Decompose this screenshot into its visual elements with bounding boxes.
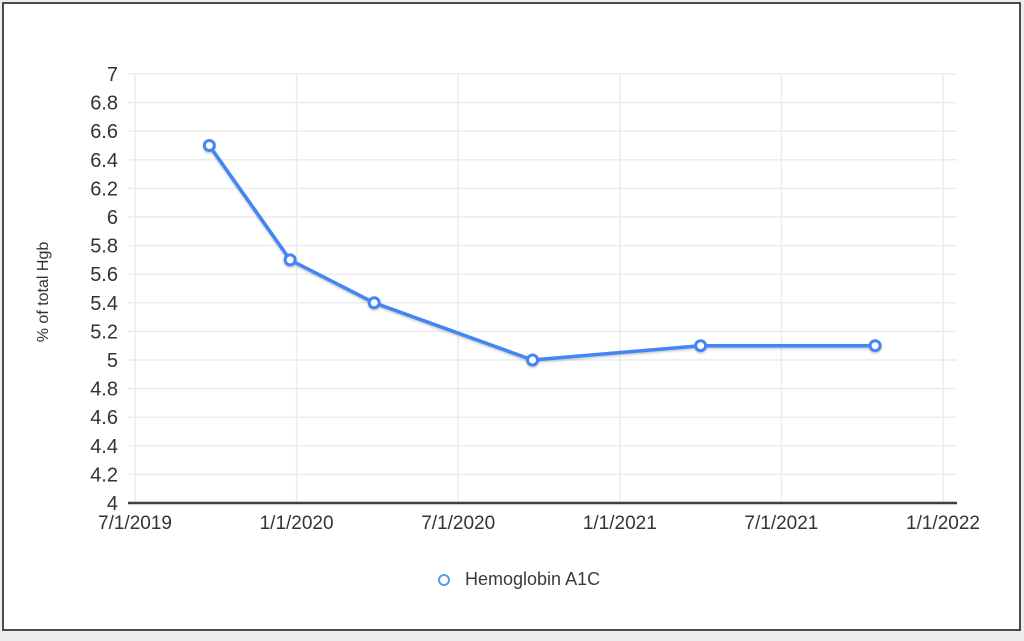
y-tick-label: 4 bbox=[107, 493, 118, 515]
data-point-marker[interactable] bbox=[283, 253, 297, 267]
y-tick-label: 6 bbox=[107, 207, 118, 229]
data-point-marker[interactable] bbox=[694, 339, 708, 353]
x-tick-label: 1/1/2022 bbox=[906, 513, 980, 534]
y-tick-label: 6.4 bbox=[90, 150, 118, 172]
x-tick-label: 1/1/2020 bbox=[260, 513, 334, 534]
y-tick-label: 5.2 bbox=[90, 321, 118, 343]
series-line bbox=[207, 144, 876, 362]
x-tick-label: 7/1/2020 bbox=[421, 513, 495, 534]
y-tick-label: 7 bbox=[107, 64, 118, 86]
data-point-marker[interactable] bbox=[868, 339, 882, 353]
y-tick-label: 5.4 bbox=[90, 293, 118, 315]
legend-marker-icon bbox=[438, 573, 450, 586]
y-tick-label: 4.8 bbox=[90, 379, 118, 401]
y-tick-label: 5.8 bbox=[90, 236, 118, 258]
x-tick-label: 1/1/2021 bbox=[583, 513, 657, 534]
data-point-marker[interactable] bbox=[202, 139, 216, 152]
y-tick-label: 5 bbox=[107, 350, 118, 372]
y-tick-label: 5.6 bbox=[90, 264, 118, 286]
y-tick-label: 4.2 bbox=[90, 464, 118, 486]
y-tick-label: 4.6 bbox=[90, 407, 118, 429]
y-tick-label: 6.6 bbox=[90, 121, 118, 143]
data-point-marker[interactable] bbox=[367, 296, 381, 310]
x-tick-label: 7/1/2021 bbox=[744, 513, 818, 534]
y-tick-label: 6.2 bbox=[90, 178, 118, 200]
series-group bbox=[202, 139, 882, 367]
window-border bbox=[2, 2, 1021, 631]
y-tick-label: 4.4 bbox=[90, 436, 118, 458]
data-point-marker[interactable] bbox=[526, 353, 540, 367]
legend-label: Hemoglobin A1C bbox=[465, 569, 601, 589]
chart-legend[interactable]: Hemoglobin A1C bbox=[438, 569, 600, 590]
y-tick-label: 6.8 bbox=[90, 93, 118, 115]
x-tick-label: 7/1/2019 bbox=[98, 513, 172, 534]
y-axis-title: % of total Hgb bbox=[35, 241, 52, 343]
